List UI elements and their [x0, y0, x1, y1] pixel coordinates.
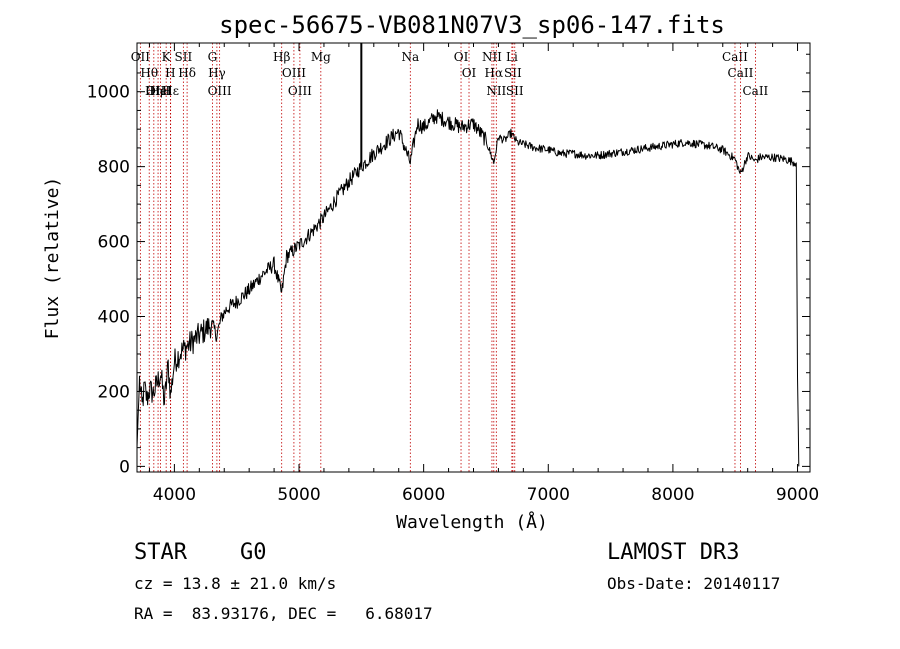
y-tick-label-3: 600	[98, 233, 130, 253]
line-label-4: Hη	[145, 84, 163, 98]
line-label-10: OIII	[208, 84, 232, 98]
line-label-27: CaII	[722, 50, 748, 64]
line-label-13: Hβ	[273, 50, 290, 64]
x-tick-label-0: 4000	[153, 485, 196, 505]
line-label-11: Hγ	[208, 66, 226, 80]
line-label-22: NII	[486, 84, 506, 98]
y-tick-label-2: 400	[98, 308, 130, 328]
line-label-18: OI	[454, 50, 469, 64]
redshift-info: cz = 13.8 ± 21.0 km/s	[134, 574, 337, 593]
line-label-25: SII	[506, 84, 524, 98]
series-flux	[136, 109, 800, 467]
y-tick-label-0: 0	[119, 457, 130, 477]
x-tick-label-4: 8000	[651, 485, 694, 505]
line-label-16: Mg	[311, 50, 331, 64]
y-tick-label-4: 800	[98, 158, 130, 178]
line-label-24: Li	[506, 50, 518, 64]
line-label-1: OII	[131, 50, 151, 64]
line-label-3: Hε	[162, 84, 179, 98]
plot-frame	[136, 42, 811, 473]
line-label-14: OIII	[282, 66, 306, 80]
line-label-19: OI	[462, 66, 477, 80]
line-label-6: K	[162, 50, 172, 64]
x-axis-label: Wavelength (Å)	[396, 511, 548, 533]
line-label-26: CaII	[728, 66, 754, 80]
object-type: STAR	[134, 540, 187, 565]
line-label-0: Hθ	[140, 66, 158, 80]
line-label-12: G	[208, 50, 218, 64]
line-label-9: Hδ	[178, 66, 196, 80]
obs-date: Obs-Date: 20140117	[607, 574, 781, 593]
line-label-20: Hα	[485, 66, 504, 80]
survey-name: LAMOST DR3	[607, 540, 740, 565]
line-label-28: CaII	[742, 84, 768, 98]
y-tick-label-5: 1000	[87, 83, 130, 103]
spectral-line-markers: OIIHθHηOIIIHeIKHHεSIIHδGHγOIIIHβOIIIOIII…	[131, 43, 769, 472]
x-tick-label-3: 7000	[527, 485, 570, 505]
axis-ticks: 4000 5000 6000 7000 8000 9000 0 200 400 600 800 100…	[87, 43, 819, 505]
line-label-23: SII	[504, 66, 522, 80]
line-label-21: NII	[482, 50, 502, 64]
line-label-7: H	[165, 66, 175, 80]
y-axis-label: Flux (relative)	[42, 177, 63, 340]
x-tick-label-5: 9000	[776, 485, 819, 505]
x-tick-label-2: 6000	[402, 485, 445, 505]
line-label-15: OIII	[288, 84, 312, 98]
spectral-class: G0	[240, 540, 267, 565]
chart-title: spec-56675-VB081N07V3_sp06-147.fits	[219, 11, 725, 39]
line-label-8: SII	[175, 50, 193, 64]
line-label-2: OIII	[146, 84, 170, 98]
line-label-17: Na	[401, 50, 419, 64]
y-tick-label-1: 200	[98, 382, 130, 402]
line-label-5: HeI	[149, 84, 172, 98]
x-tick-label-1: 5000	[277, 485, 320, 505]
coordinates: RA = 83.93176, DEC = 6.68017	[134, 604, 433, 623]
spectrum-series	[136, 43, 800, 467]
